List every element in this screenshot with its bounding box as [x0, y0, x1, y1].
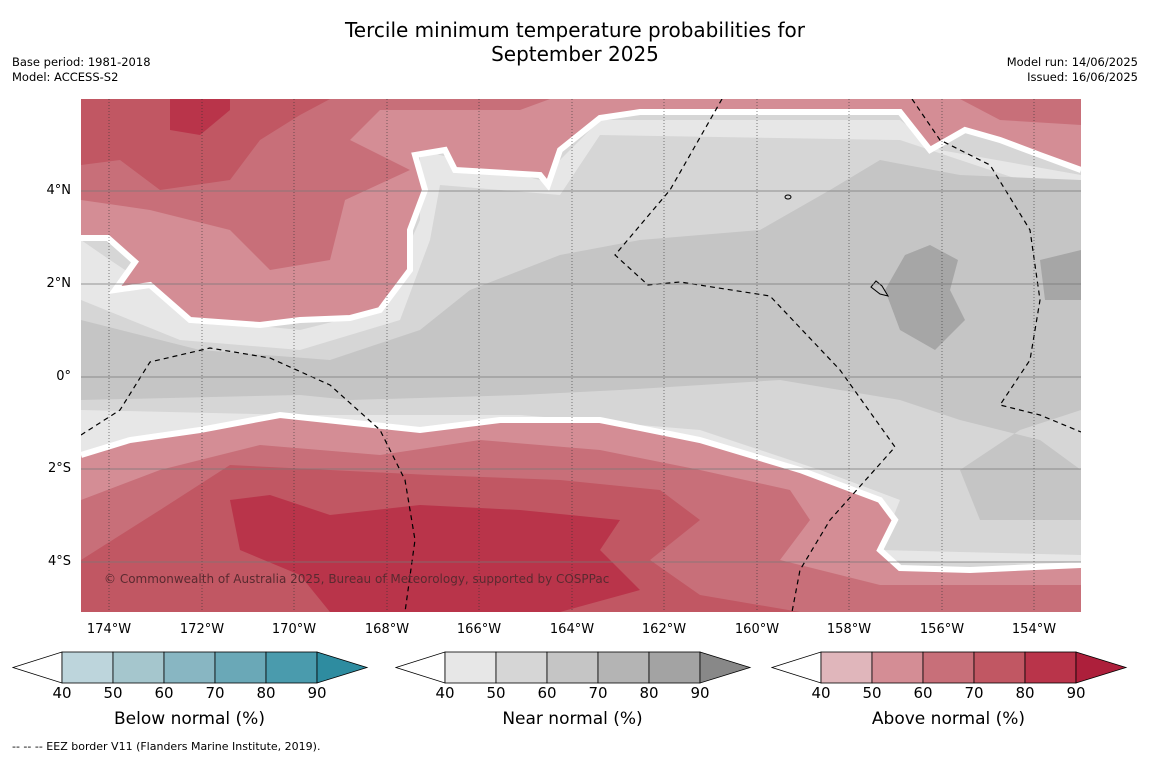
- colorbar-segment: [1024, 651, 1077, 684]
- lat-label-4s: 4°S: [47, 554, 71, 569]
- field-near-70-east: [1040, 250, 1081, 300]
- copyright-text: © Commonwealth of Australia 2025, Bureau…: [104, 572, 610, 586]
- field-above-60-ne: [960, 99, 1081, 125]
- lon-label: 160°W: [734, 622, 780, 637]
- colorbar-tick-label: 70: [964, 684, 984, 702]
- colorbar-tick-label: 60: [537, 684, 557, 702]
- colorbar-segment: [61, 651, 114, 684]
- meta-right: Model run: 14/06/2025 Issued: 16/06/2025: [1007, 55, 1138, 85]
- lon-label: 162°W: [641, 622, 687, 637]
- lat-label-4n: 4°N: [46, 183, 72, 198]
- graticule: [81, 99, 1081, 612]
- colorbar-low-arrow: [12, 651, 63, 684]
- colorbar-low-arrow: [771, 651, 822, 684]
- colorbar: [395, 651, 752, 684]
- field-near-70: [885, 245, 965, 350]
- colorbar-tick-label: 50: [862, 684, 882, 702]
- model-run-text: Model run: 14/06/2025: [1006, 55, 1138, 69]
- colorbar-segment: [871, 651, 924, 684]
- field-above-70-north: [81, 99, 330, 190]
- colorbar-segment: [444, 651, 497, 684]
- colorbar-tick-label: 40: [52, 684, 72, 702]
- lat-label-2n: 2°N: [46, 276, 72, 291]
- lon-label: 156°W: [919, 622, 965, 637]
- colorbar: [12, 651, 369, 684]
- colorbar-segment: [546, 651, 599, 684]
- base-period-text: Base period: 1981-2018: [12, 55, 151, 69]
- colorbar: [771, 651, 1128, 684]
- colorbar-segment: [265, 651, 318, 684]
- map-title: Tercile minimum temperature probabilitie…: [0, 18, 1150, 66]
- title-line-2: September 2025: [491, 42, 659, 66]
- colorbar-title: Below normal (%): [114, 709, 265, 729]
- eez-footnote: -- -- -- EEZ border V11 (Flanders Marine…: [12, 740, 321, 753]
- colorbar-tick-label: 70: [205, 684, 225, 702]
- lon-label: 174°W: [86, 622, 132, 637]
- lon-label: 170°W: [271, 622, 317, 637]
- colorbar-high-arrow: [316, 651, 369, 684]
- contour-north: [81, 109, 1081, 329]
- colorbar-low-arrow: [395, 651, 446, 684]
- lat-label-0: 0°: [56, 369, 71, 384]
- colorbar-tick-label: 40: [811, 684, 831, 702]
- title-line-1: Tercile minimum temperature probabilitie…: [344, 18, 806, 42]
- lon-label: 168°W: [364, 622, 410, 637]
- island-outline-2: [784, 194, 792, 200]
- eez-border-east: [911, 99, 1081, 433]
- colorbar-segment: [163, 651, 216, 684]
- field-near-40: [81, 120, 1081, 350]
- colorbar-segment: [648, 651, 701, 684]
- field-above-80-south: [230, 495, 640, 612]
- lon-label: 158°W: [826, 622, 872, 637]
- map-fields: [81, 99, 1081, 612]
- colorbar-tick-label: 80: [1015, 684, 1035, 702]
- colorbar-tick-label: 90: [307, 684, 327, 702]
- eez-border-west: [81, 347, 416, 612]
- lon-label: 154°W: [1011, 622, 1057, 637]
- colorbar-tick-label: 80: [639, 684, 659, 702]
- colorbar-tick-label: 40: [435, 684, 455, 702]
- colorbar-segment: [495, 651, 548, 684]
- field-above-80-north: [170, 99, 230, 135]
- colorbar-segment: [112, 651, 165, 684]
- colorbar-segment: [214, 651, 267, 684]
- colorbar-title: Above normal (%): [871, 709, 1026, 729]
- colorbar-tick-label: 60: [154, 684, 174, 702]
- colorbar-segment: [973, 651, 1026, 684]
- colorbar-tick-label: 70: [588, 684, 608, 702]
- colorbar-segment: [597, 651, 650, 684]
- colorbar-segment: [922, 651, 975, 684]
- model-text: Model: ACCESS-S2: [12, 70, 119, 84]
- colorbar-tick-label: 90: [1066, 684, 1086, 702]
- field-near-60: [81, 160, 1081, 520]
- colorbar-high-arrow: [1075, 651, 1128, 684]
- lon-label: 166°W: [456, 622, 502, 637]
- colorbar-tick-label: 60: [913, 684, 933, 702]
- colorbar-high-arrow: [699, 651, 752, 684]
- island-outline: [870, 280, 890, 297]
- colorbar-tick-label: 50: [103, 684, 123, 702]
- colorbar-tick-label: 50: [486, 684, 506, 702]
- lon-label: 164°W: [549, 622, 595, 637]
- colorbar-title: Near normal (%): [502, 709, 643, 729]
- colorbar-segment: [820, 651, 873, 684]
- meta-left: Base period: 1981-2018 Model: ACCESS-S2: [12, 55, 151, 85]
- colorbar-tick-label: 90: [690, 684, 710, 702]
- lat-label-2s: 2°S: [47, 461, 71, 476]
- colorbar-tick-label: 80: [256, 684, 276, 702]
- issued-text: Issued: 16/06/2025: [1027, 70, 1138, 84]
- lon-label: 172°W: [179, 622, 225, 637]
